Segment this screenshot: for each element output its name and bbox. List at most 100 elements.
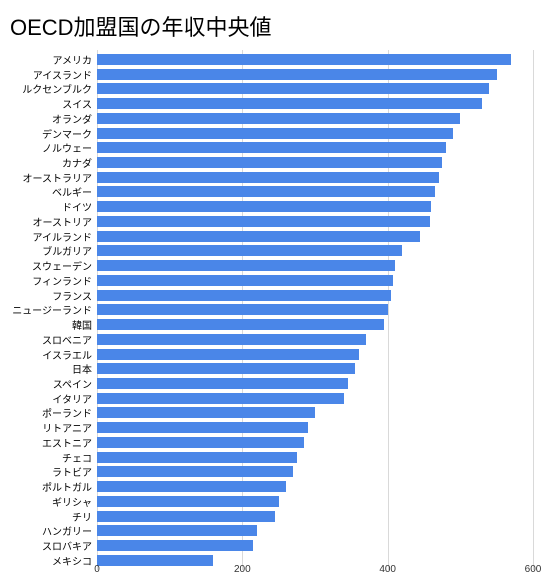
bar-row: イスラエル	[97, 349, 533, 360]
bar-row: アイスランド	[97, 69, 533, 80]
bar	[97, 113, 460, 124]
bar	[97, 54, 511, 65]
chart-plot-area: アメリカアイスランドルクセンブルクスイスオランダデンマークノルウェーカナダオース…	[97, 50, 533, 570]
bar-label: オーストリア	[33, 214, 98, 229]
x-tick: 0	[94, 564, 100, 575]
bar-label: フィンランド	[32, 273, 97, 288]
bar-row: ポルトガル	[97, 481, 533, 492]
bar-label: スロベニア	[42, 332, 97, 347]
bar-label: 日本	[72, 361, 97, 376]
bar	[97, 466, 293, 477]
bar-label: デンマーク	[42, 126, 97, 141]
bar	[97, 260, 395, 271]
bar-label: リトアニア	[42, 420, 97, 435]
bar-row: ベルギー	[97, 186, 533, 197]
bar-label: ブルガリア	[42, 243, 97, 258]
bar-row: ニュージーランド	[97, 304, 533, 315]
bar-row: オランダ	[97, 113, 533, 124]
x-axis: 0200400600	[97, 562, 533, 580]
bar	[97, 83, 489, 94]
bar-label: ポルトガル	[42, 479, 97, 494]
bar-row: ラトビア	[97, 466, 533, 477]
bar-label: スロバキア	[42, 538, 97, 553]
bar-row: ハンガリー	[97, 525, 533, 536]
bar	[97, 201, 431, 212]
bar	[97, 319, 384, 330]
bar	[97, 349, 359, 360]
bar	[97, 334, 366, 345]
bar-row: エストニア	[97, 437, 533, 448]
bar	[97, 290, 391, 301]
bar	[97, 496, 279, 507]
bar	[97, 216, 430, 227]
bar-row: オーストリア	[97, 216, 533, 227]
bar-row: フランス	[97, 290, 533, 301]
bar-label: ドイツ	[62, 199, 97, 214]
chart-title: OECD加盟国の年収中央値	[0, 0, 547, 50]
bar-label: ギリシャ	[52, 494, 97, 509]
bar-label: イスラエル	[42, 347, 97, 362]
bar	[97, 172, 439, 183]
bar-row: 韓国	[97, 319, 533, 330]
x-tick: 600	[525, 564, 542, 575]
bar	[97, 393, 344, 404]
bar	[97, 98, 482, 109]
bar	[97, 378, 348, 389]
bar-label: スウェーデン	[32, 258, 97, 273]
bar-row: リトアニア	[97, 422, 533, 433]
bar-row: イタリア	[97, 393, 533, 404]
bar-row: スロベニア	[97, 334, 533, 345]
bar-label: イタリア	[52, 391, 97, 406]
bar	[97, 481, 286, 492]
bar-label: スペイン	[53, 376, 97, 391]
bar-row: オーストラリア	[97, 172, 533, 183]
bar	[97, 304, 388, 315]
bar-row: スイス	[97, 98, 533, 109]
bar-row: スロバキア	[97, 540, 533, 551]
bar-row: チェコ	[97, 452, 533, 463]
bar	[97, 363, 355, 374]
bar-row: 日本	[97, 363, 533, 374]
bar	[97, 437, 304, 448]
bar	[97, 275, 393, 286]
bar-row: ブルガリア	[97, 245, 533, 256]
bar-row: デンマーク	[97, 128, 533, 139]
bar	[97, 245, 402, 256]
bar-label: アイスランド	[33, 67, 97, 82]
bar-row: チリ	[97, 511, 533, 522]
bar-label: エストニア	[42, 435, 97, 450]
bar	[97, 540, 253, 551]
x-tick: 400	[379, 564, 396, 575]
bar-label: オーストラリア	[23, 170, 98, 185]
bar-label: スイス	[62, 96, 97, 111]
bar-row: カナダ	[97, 157, 533, 168]
bar-row: ノルウェー	[97, 142, 533, 153]
bar-row: フィンランド	[97, 275, 533, 286]
bar-label: フランス	[52, 288, 97, 303]
bar-label: ノルウェー	[42, 140, 97, 155]
bar	[97, 186, 435, 197]
bar	[97, 452, 297, 463]
bar	[97, 128, 453, 139]
bar-label: ベルギー	[52, 184, 97, 199]
bar-label: カナダ	[62, 155, 97, 170]
bar	[97, 525, 257, 536]
bar	[97, 142, 446, 153]
bar-label: ポーランド	[42, 405, 97, 420]
bar-row: ポーランド	[97, 407, 533, 418]
bar-row: アイルランド	[97, 231, 533, 242]
bar	[97, 157, 442, 168]
bar-label: メキシコ	[52, 553, 97, 568]
bar-row: アメリカ	[97, 54, 533, 65]
bar-row: スペイン	[97, 378, 533, 389]
bar-label: オランダ	[52, 111, 97, 126]
bar-label: チリ	[72, 509, 97, 524]
bar-label: ハンガリー	[42, 523, 97, 538]
bar-label: アメリカ	[53, 52, 98, 67]
bar	[97, 407, 315, 418]
bar-label: アイルランド	[33, 229, 98, 244]
bar	[97, 422, 308, 433]
bar	[97, 231, 420, 242]
bar-label: ラトビア	[52, 464, 97, 479]
bar-row: ギリシャ	[97, 496, 533, 507]
